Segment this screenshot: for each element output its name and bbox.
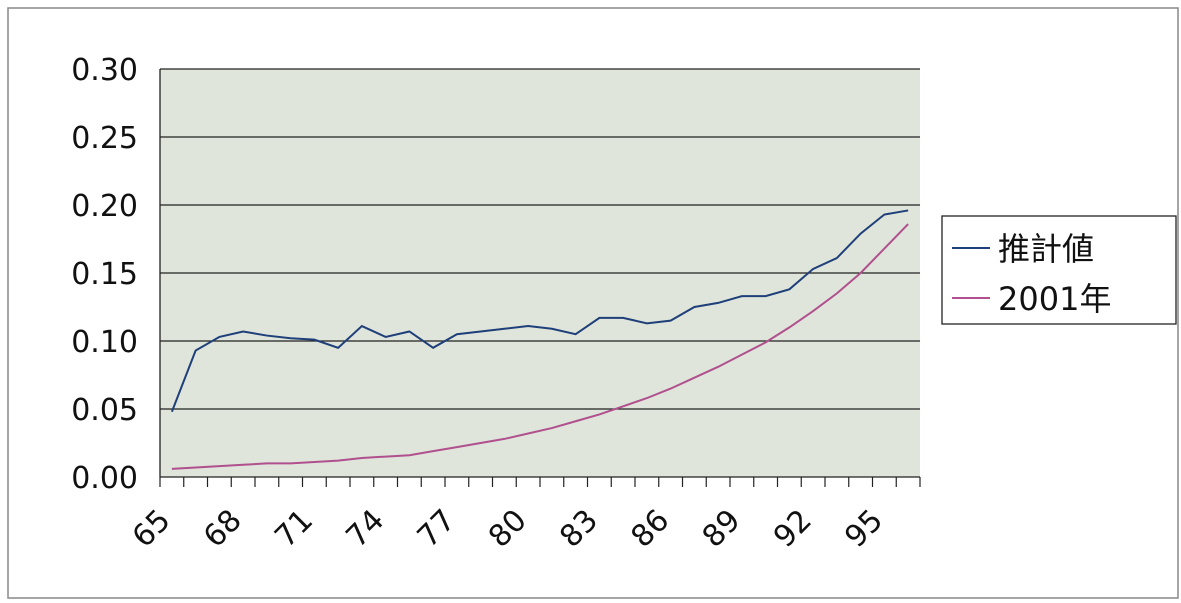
y-tick-label: 0.10 (71, 325, 138, 360)
chart-border (7, 7, 1179, 599)
y-tick-label: 0.20 (71, 189, 138, 224)
y-tick-label: 0.00 (71, 461, 138, 496)
x-tick-label: 89 (696, 503, 748, 555)
x-tick-label: 92 (767, 503, 819, 555)
y-tick-label: 0.05 (71, 393, 138, 428)
legend-label: 推計値 (998, 230, 1094, 268)
x-tick-label: 71 (268, 503, 320, 555)
y-tick-label: 0.30 (71, 53, 138, 88)
line (170, 209, 909, 413)
x-tick-label: 86 (625, 503, 677, 555)
x-tick-label: 83 (553, 503, 605, 555)
x-tick-label: 95 (838, 503, 890, 555)
legend-box (941, 215, 1177, 325)
legend-label: 2001年 (998, 280, 1111, 318)
line (171, 223, 909, 470)
y-tick-label: 0.25 (71, 121, 138, 156)
x-tick-label: 77 (411, 503, 463, 555)
x-tick-label: 65 (126, 503, 178, 555)
x-tick-label: 68 (197, 503, 249, 555)
x-tick-label: 74 (340, 503, 392, 555)
y-tick-label: 0.15 (71, 257, 138, 292)
x-tick-label: 80 (482, 503, 534, 555)
